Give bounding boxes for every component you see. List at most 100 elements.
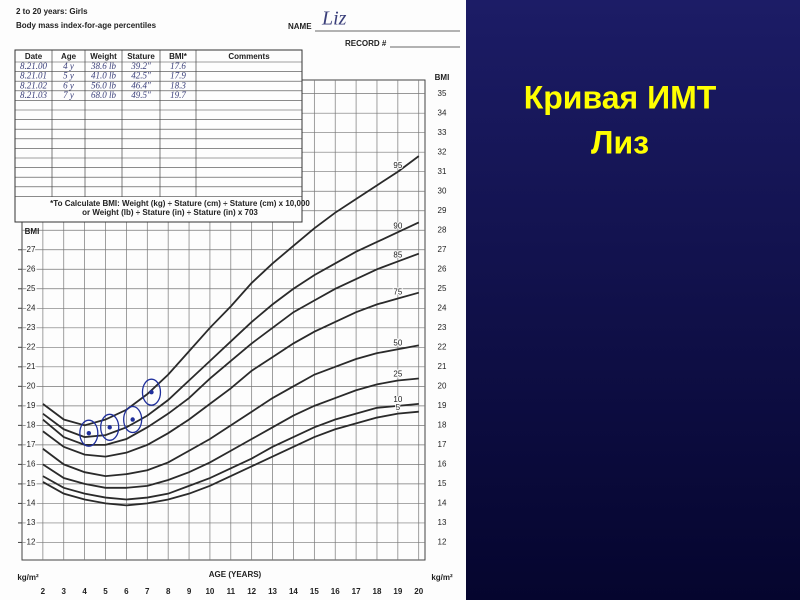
note: or Weight (lb) ÷ Stature (in) ÷ Stature … (82, 208, 258, 217)
curve-label: 95 (393, 161, 402, 170)
point (149, 389, 154, 395)
x-tick-label: 18 (373, 587, 382, 596)
y2-tick-label: 16 (438, 459, 447, 468)
x-tick-label: 9 (187, 587, 192, 596)
y-axis-label: BMI (25, 227, 40, 236)
cell: 17.9 (170, 71, 186, 81)
y2-tick-label: 17 (438, 440, 447, 449)
slide-title: Лиз (591, 124, 649, 160)
y-tick-label: 17 (27, 440, 36, 449)
y2-tick-label: 19 (438, 401, 447, 410)
y-tick-label: 13 (27, 518, 36, 527)
point-circle (100, 413, 120, 441)
cell: 8.21.00 (20, 61, 48, 71)
percentile-curve (42, 403, 419, 501)
cell: 41.0 lb (91, 71, 117, 81)
y2-tick-label: 26 (438, 264, 447, 273)
y-unit: kg/m² (17, 573, 39, 582)
y2-tick-label: 15 (438, 479, 447, 488)
y2-tick-label: 12 (438, 538, 447, 547)
y-tick-label: 21 (27, 362, 36, 371)
curve-label: 85 (393, 251, 402, 260)
point (107, 425, 112, 430)
record-label: RECORD # (345, 39, 387, 48)
percentile-curve (42, 377, 419, 489)
x-tick-label: 15 (310, 587, 319, 596)
column-header: Comments (228, 52, 270, 61)
cell: 68.0 lb (91, 90, 117, 100)
column-header: BMI* (169, 52, 188, 61)
y2-tick-label: 28 (438, 225, 447, 234)
y-tick-label: 22 (27, 342, 36, 351)
point-circle (79, 419, 99, 447)
y2-tick-label: 23 (438, 323, 447, 332)
y2-tick-label: 21 (438, 362, 447, 371)
cell: 6 y (63, 80, 74, 90)
x-tick-label: 12 (247, 587, 256, 596)
y2-tick-label: 27 (438, 245, 447, 254)
x-tick-label: 16 (331, 587, 340, 596)
table: Date Age Weight Stature BMI* Comments 8.21.00 4… (14, 49, 310, 223)
x-tick-label: 8 (166, 587, 171, 596)
x-tick-label: 11 (227, 587, 236, 596)
cell: 7 y (63, 90, 74, 100)
y-tick-label: 18 (27, 420, 36, 429)
y2-tick-label: 13 (438, 518, 447, 527)
percentile-curve (42, 252, 420, 446)
y2-tick-label: 18 (438, 420, 447, 429)
x-tick-label: 4 (82, 587, 87, 596)
y-tick-label: 24 (27, 303, 36, 312)
point (86, 430, 92, 436)
cell: 46.4" (131, 80, 151, 90)
cell: 39.2" (130, 61, 151, 71)
y2-tick-label: 33 (438, 128, 447, 137)
cell: 56.0 lb (91, 80, 117, 90)
y-tick-label: 16 (27, 459, 36, 468)
column-header: Age (61, 52, 77, 61)
point-circle (141, 378, 162, 406)
note: *To Calculate BMI: Weight (kg) ÷ Stature… (50, 199, 310, 208)
y2-tick-label: 24 (438, 303, 447, 312)
cell: 42.5" (131, 71, 151, 81)
curve-label: 90 (393, 221, 402, 230)
cell: 38.6 lb (90, 61, 117, 71)
x-tick-label: 20 (414, 587, 423, 596)
y2-tick-label: 14 (438, 499, 447, 508)
percentile-curve (42, 221, 420, 438)
y2-tick-label: 20 (438, 381, 447, 390)
y2-tick-label: 22 (438, 342, 447, 351)
percentile-curve (42, 155, 420, 427)
x-tick-label: 7 (145, 587, 150, 596)
percentile-curve (42, 410, 419, 507)
y2-tick-label: 30 (438, 186, 447, 195)
y-tick-label: 14 (27, 499, 36, 508)
x-tick-label: 2 (41, 587, 46, 596)
y-tick-label: 27 (27, 245, 36, 254)
cell: 8.21.03 (20, 90, 48, 100)
cell: 5 y (63, 71, 74, 81)
curve-label: 10 (393, 395, 402, 404)
cell: 8.21.02 (20, 80, 48, 90)
percentile-curve (42, 291, 419, 458)
y-tick-label: 12 (27, 538, 36, 547)
y2-tick-label: 34 (438, 108, 447, 117)
x-tick-label: 6 (124, 587, 129, 596)
y2-tick-label: 32 (438, 147, 447, 156)
curve-label: 50 (393, 338, 402, 347)
cell: 19.7 (170, 90, 186, 100)
table-box (14, 49, 303, 223)
cell: 4 y (63, 61, 74, 71)
cell: 17.6 (170, 61, 186, 71)
y2-tick-label: 35 (438, 89, 447, 98)
curve-label: 75 (393, 288, 402, 297)
y-tick-label: 19 (27, 401, 36, 410)
cell: 49.5" (131, 90, 151, 100)
y-tick-label: 15 (27, 479, 36, 488)
y2-unit: kg/m² (431, 573, 453, 582)
y2-axis-label: BMI (435, 73, 450, 82)
x-tick-label: 10 (205, 587, 214, 596)
y-tick-label: 25 (27, 284, 36, 293)
column-header: Weight (90, 52, 117, 61)
form-subtitle: Body mass index-for-age percentiles (16, 21, 157, 30)
